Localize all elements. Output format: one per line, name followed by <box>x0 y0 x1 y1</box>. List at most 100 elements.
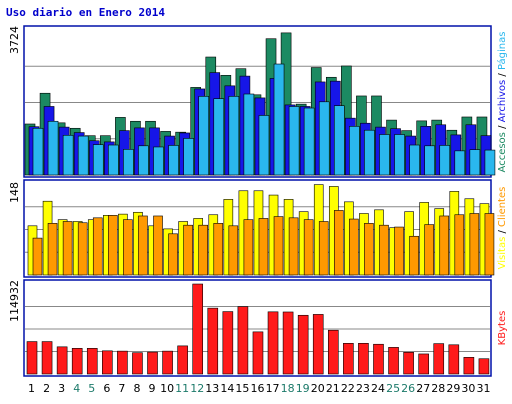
kbytes-bar-kbytes <box>478 358 490 375</box>
kbytes-bar-kbytes <box>373 343 384 375</box>
hits-bar-pginas <box>168 145 179 176</box>
day-tick-label: 25 <box>386 382 400 395</box>
visits-bar-clientes <box>138 215 148 276</box>
day-tick-label: 26 <box>401 382 415 395</box>
kbytes-bar-kbytes <box>343 343 354 375</box>
hits-legend: Accesos / Archivos / Páginas <box>496 32 508 173</box>
kbytes-bar-kbytes <box>192 283 204 375</box>
kbytes-bar-kbytes <box>297 314 309 375</box>
kbytes-bar-kbytes <box>252 331 264 375</box>
kbytes-bar-kbytes <box>41 341 53 375</box>
kbytes-bar-kbytes <box>463 357 475 375</box>
kbytes-bar-kbytes <box>267 311 279 375</box>
kbytes-bar-kbytes <box>418 353 429 375</box>
visits-bar-clientes <box>32 237 43 276</box>
visits-bar-clientes <box>333 210 344 276</box>
hits-bar-pginas <box>228 96 240 176</box>
visits-bar-clientes <box>303 219 314 276</box>
kbytes-bar-kbytes <box>117 350 128 375</box>
hits-bar-pginas <box>32 127 44 176</box>
day-axis: 1 2 3 4 5 6 7 8 9 10 11 12 13 14 15 16 17 18 19 20 21 22 23 24 2… <box>28 382 490 395</box>
day-tick-label: 1 <box>28 382 35 395</box>
hits-bar-pginas <box>47 120 59 176</box>
hits-bar-pginas <box>198 96 210 176</box>
hits-bar-pginas <box>243 93 255 176</box>
hits-bar-pginas <box>484 149 496 176</box>
visits-bar-clientes <box>484 213 495 276</box>
hits-panel: 3724 Accesos / Archivos / Páginas <box>8 25 508 178</box>
visits-bar-clientes <box>47 223 58 276</box>
hits-bar-pginas <box>92 144 104 176</box>
visits-bar-clientes <box>349 218 359 276</box>
day-tick-label: 9 <box>149 382 156 395</box>
page-title: Uso diario en Enero 2014 <box>6 6 165 19</box>
legend-separator: / <box>497 122 508 132</box>
visits-legend: Visitas / Clientes <box>497 187 508 270</box>
kbytes-bar-kbytes <box>448 344 460 375</box>
kbytes-bar-kbytes <box>312 314 324 375</box>
visits-panel: 148 Visitas / Clientes <box>8 179 508 278</box>
kbytes-bar-kbytes <box>388 347 399 375</box>
kbytes-bar-kbytes <box>86 348 98 375</box>
legend-item: Accesos <box>497 132 508 172</box>
hits-bar-pginas <box>349 126 360 176</box>
kbytes-bar-kbytes <box>433 343 445 375</box>
day-tick-label: 11 <box>175 382 189 395</box>
legend-separator: / <box>497 227 508 237</box>
hits-bar-pginas <box>288 106 300 176</box>
day-tick-label: 16 <box>251 382 265 395</box>
day-tick-label: 22 <box>341 382 355 395</box>
hits-bar-pginas <box>258 115 270 176</box>
kbytes-bar-kbytes <box>358 343 369 375</box>
day-tick-label: 21 <box>326 382 340 395</box>
kbytes-bar-kbytes <box>26 341 38 375</box>
visits-bar-clientes <box>454 214 465 276</box>
hits-bar-pginas <box>213 98 225 176</box>
visits-bar-clientes <box>77 222 88 276</box>
hits-bar-pginas <box>318 101 330 176</box>
hits-bar-pginas <box>439 145 451 176</box>
legend-item: Archivos <box>497 80 508 123</box>
day-tick-label: 5 <box>88 382 95 395</box>
kbytes-bar-kbytes <box>56 346 68 375</box>
day-tick-label: 12 <box>190 382 204 395</box>
day-tick-label: 17 <box>266 382 280 395</box>
hits-bar-pginas <box>108 144 119 176</box>
day-tick-label: 3 <box>58 382 65 395</box>
hits-bar-pginas <box>303 107 315 176</box>
legend-item: KBytes <box>497 311 508 346</box>
hits-bar-pginas <box>469 149 481 176</box>
day-tick-label: 20 <box>311 382 325 395</box>
kbytes-bar-kbytes <box>162 350 173 375</box>
kbytes-legend: KBytes <box>497 311 508 346</box>
hits-bar-pginas <box>333 105 345 176</box>
day-tick-label: 19 <box>296 382 310 395</box>
kbytes-bar-kbytes <box>237 306 249 375</box>
hits-ymax-label: 3724 <box>8 26 21 54</box>
visits-bar-clientes <box>62 221 73 276</box>
hits-bar-pginas <box>394 134 405 176</box>
visits-bar-clientes <box>424 224 434 276</box>
hits-bar-pginas <box>123 149 134 176</box>
visits-bar-clientes <box>123 219 133 276</box>
visits-bar-clientes <box>198 224 209 276</box>
hits-bar-pginas <box>424 145 435 176</box>
visits-bar-clientes <box>153 215 163 276</box>
day-tick-label: 13 <box>205 382 219 395</box>
visits-bar-clientes <box>409 235 419 276</box>
visits-bar-clientes <box>364 223 374 276</box>
hits-bar-pginas <box>273 63 285 176</box>
kbytes-bar-kbytes <box>403 352 414 375</box>
kbytes-bar-kbytes <box>132 352 143 375</box>
kbytes-bar-kbytes <box>147 351 158 375</box>
visits-bar-clientes <box>168 233 178 276</box>
day-tick-label: 28 <box>431 382 445 395</box>
kbytes-ymax-label: 114932 <box>8 280 21 322</box>
day-tick-label: 29 <box>446 382 460 395</box>
day-tick-label: 23 <box>356 382 370 395</box>
day-tick-label: 15 <box>235 382 249 395</box>
visits-bar-clientes <box>108 215 118 276</box>
day-tick-label: 24 <box>371 382 385 395</box>
